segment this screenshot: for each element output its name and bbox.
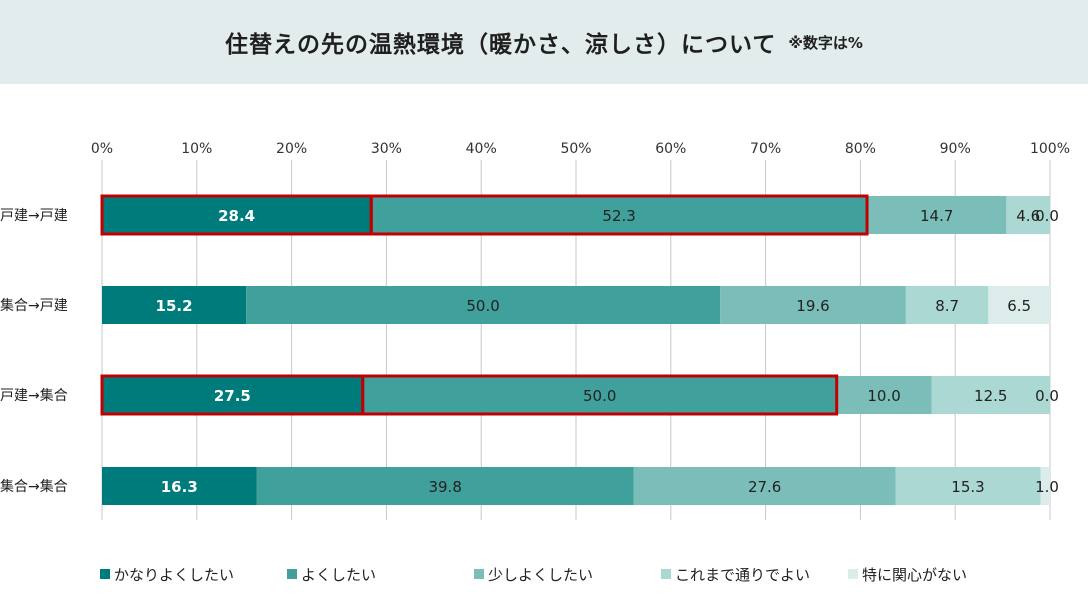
bar-segment xyxy=(895,467,1041,505)
bar-segment xyxy=(720,286,906,324)
data-label: 50.0 xyxy=(583,387,616,405)
legend-swatch xyxy=(287,569,297,579)
data-label: 15.2 xyxy=(156,297,193,315)
highlight-box xyxy=(369,194,869,236)
legend-label: 特に関心がない xyxy=(862,565,968,584)
category-label: 戸建→戸建 xyxy=(0,208,68,224)
legend: かなりよくしたい よくしたい 少しよくしたい これまで通りでよい 特に関心がない xyxy=(100,563,1060,585)
data-label: 1.0 xyxy=(1035,478,1059,496)
x-tick-label: 20% xyxy=(276,141,307,157)
category-label: 集合→戸建 xyxy=(0,297,68,314)
legend-item: かなりよくしたい xyxy=(100,563,287,585)
legend-swatch xyxy=(474,569,484,579)
legend-label: これまで通りでよい xyxy=(675,565,811,584)
x-tick-label: 90% xyxy=(940,141,971,157)
x-tick-label: 0% xyxy=(91,141,113,157)
chart-header: 住替えの先の温熱環境（暖かさ、涼しさ）について ※数字は% xyxy=(0,0,1088,84)
data-label: 0.0 xyxy=(1035,207,1059,225)
bar-segment xyxy=(102,376,363,414)
bar-segment xyxy=(371,196,868,234)
bar-segment xyxy=(246,286,721,324)
bar-segment xyxy=(102,196,372,234)
data-label: 15.3 xyxy=(951,478,984,496)
legend-item: 特に関心がない xyxy=(848,563,1035,585)
bar-segment xyxy=(931,376,1050,414)
legend-swatch xyxy=(100,569,110,579)
legend-label: かなりよくしたい xyxy=(114,565,235,584)
x-tick-label: 40% xyxy=(466,141,497,157)
bar-segment xyxy=(1040,467,1050,505)
bar-segment xyxy=(905,286,989,324)
category-label: 集合→集合 xyxy=(0,478,68,495)
data-label: 52.3 xyxy=(602,207,635,225)
stacked-bar-chart: 0% 10% 20% 30% 40% 50% 60% 70% 80% 90% 100% 戸建→戸建 28… xyxy=(0,141,1070,520)
legend-label: 少しよくしたい xyxy=(488,565,594,584)
data-label: 14.7 xyxy=(920,207,953,225)
legend-swatch xyxy=(661,569,671,579)
data-label: 4.6 xyxy=(1016,207,1040,225)
bar-segment xyxy=(1006,196,1050,234)
data-label: 27.5 xyxy=(214,387,251,405)
legend-item: これまで通りでよい xyxy=(661,563,848,585)
legend-label: よくしたい xyxy=(301,565,377,584)
data-label: 6.5 xyxy=(1007,297,1031,315)
legend-swatch xyxy=(848,569,858,579)
data-label: 12.5 xyxy=(974,387,1007,405)
bar-segment xyxy=(988,286,1050,324)
bar-segment xyxy=(633,467,896,505)
data-label: 16.3 xyxy=(161,478,198,496)
bar-segment xyxy=(102,286,247,324)
data-label: 0.0 xyxy=(1035,387,1059,405)
data-label: 27.6 xyxy=(748,478,781,496)
x-tick-label: 60% xyxy=(655,141,686,157)
data-label: 39.8 xyxy=(428,478,461,496)
x-tick-label: 100% xyxy=(1030,141,1070,157)
x-tick-label: 80% xyxy=(845,141,876,157)
category-label: 戸建→集合 xyxy=(0,387,68,404)
unit-note: ※数字は% xyxy=(788,33,863,52)
bar-segment xyxy=(256,467,634,505)
bar-segment xyxy=(102,467,257,505)
legend-item: よくしたい xyxy=(287,563,474,585)
x-tick-label: 70% xyxy=(750,141,781,157)
x-tick-label: 50% xyxy=(560,141,591,157)
data-label: 10.0 xyxy=(867,387,900,405)
x-tick-label: 30% xyxy=(371,141,402,157)
bar-segment xyxy=(867,196,1007,234)
data-label: 19.6 xyxy=(796,297,829,315)
data-label: 50.0 xyxy=(466,297,499,315)
bar-segment xyxy=(836,376,932,414)
data-label: 8.7 xyxy=(935,297,959,315)
chart-title: 住替えの先の温熱環境（暖かさ、涼しさ）について xyxy=(225,32,777,58)
bar-segment xyxy=(362,376,837,414)
x-tick-label: 10% xyxy=(181,141,212,157)
legend-item: 少しよくしたい xyxy=(474,563,661,585)
data-label: 28.4 xyxy=(218,207,255,225)
highlight-box xyxy=(361,374,839,416)
